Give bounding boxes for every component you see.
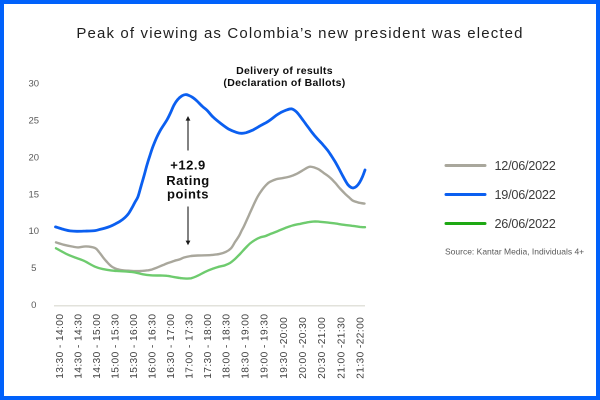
svg-text:0: 0 [31,300,36,311]
svg-text:Delivery of results: Delivery of results [236,65,333,77]
svg-text:19:00 - 19:30: 19:00 - 19:30 [260,314,271,379]
svg-text:20: 20 [29,152,40,163]
svg-text:Rating: Rating [166,173,209,188]
svg-text:12/06/2022: 12/06/2022 [495,159,556,173]
svg-text:19:30 -20:00: 19:30 -20:00 [279,317,290,379]
svg-text:17:30 - 18:00: 17:30 - 18:00 [203,314,214,379]
svg-text:26/06/2022: 26/06/2022 [495,217,556,231]
svg-text:18:30 - 19:00: 18:30 - 19:00 [241,314,252,379]
svg-text:20:30 -21:00: 20:30 -21:00 [317,317,328,379]
svg-text:30: 30 [29,79,40,90]
svg-text:Peak of viewing as Colombia’s: Peak of viewing as Colombia’s new presid… [76,25,523,42]
svg-text:16:00 - 16:30: 16:00 - 16:30 [148,314,159,379]
svg-text:15: 15 [29,189,40,200]
svg-text:5: 5 [31,263,36,274]
svg-text:14:30 - 14:30: 14:30 - 14:30 [74,314,85,379]
svg-text:14:30 - 15:00: 14:30 - 15:00 [92,314,103,379]
svg-text:20:00 -20:30: 20:00 -20:30 [298,317,309,379]
svg-text:+12.9: +12.9 [170,157,205,172]
svg-text:13:30 - 14:00: 13:30 - 14:00 [55,314,66,379]
svg-text:Source: Kantar Media, Individu: Source: Kantar Media, Individuals 4+ [445,247,584,257]
svg-text:15:30 - 16:00: 15:30 - 16:00 [129,314,140,379]
svg-text:points: points [167,187,209,202]
svg-text:21:00 -21:30: 21:00 -21:30 [336,317,347,379]
svg-text:21:30 -22:00: 21:30 -22:00 [356,317,367,379]
svg-text:25: 25 [29,115,40,126]
svg-text:18:00 - 18:30: 18:00 - 18:30 [221,314,232,379]
svg-text:15:00 - 15:30: 15:00 - 15:30 [111,314,122,379]
svg-text:10: 10 [29,226,40,237]
svg-text:17:00 - 17:30: 17:00 - 17:30 [185,314,196,379]
svg-text:19/06/2022: 19/06/2022 [495,188,556,202]
svg-text:16:30 - 17:00: 16:30 - 17:00 [166,314,177,379]
svg-text:(Declaration of Ballots): (Declaration of Ballots) [223,77,345,89]
